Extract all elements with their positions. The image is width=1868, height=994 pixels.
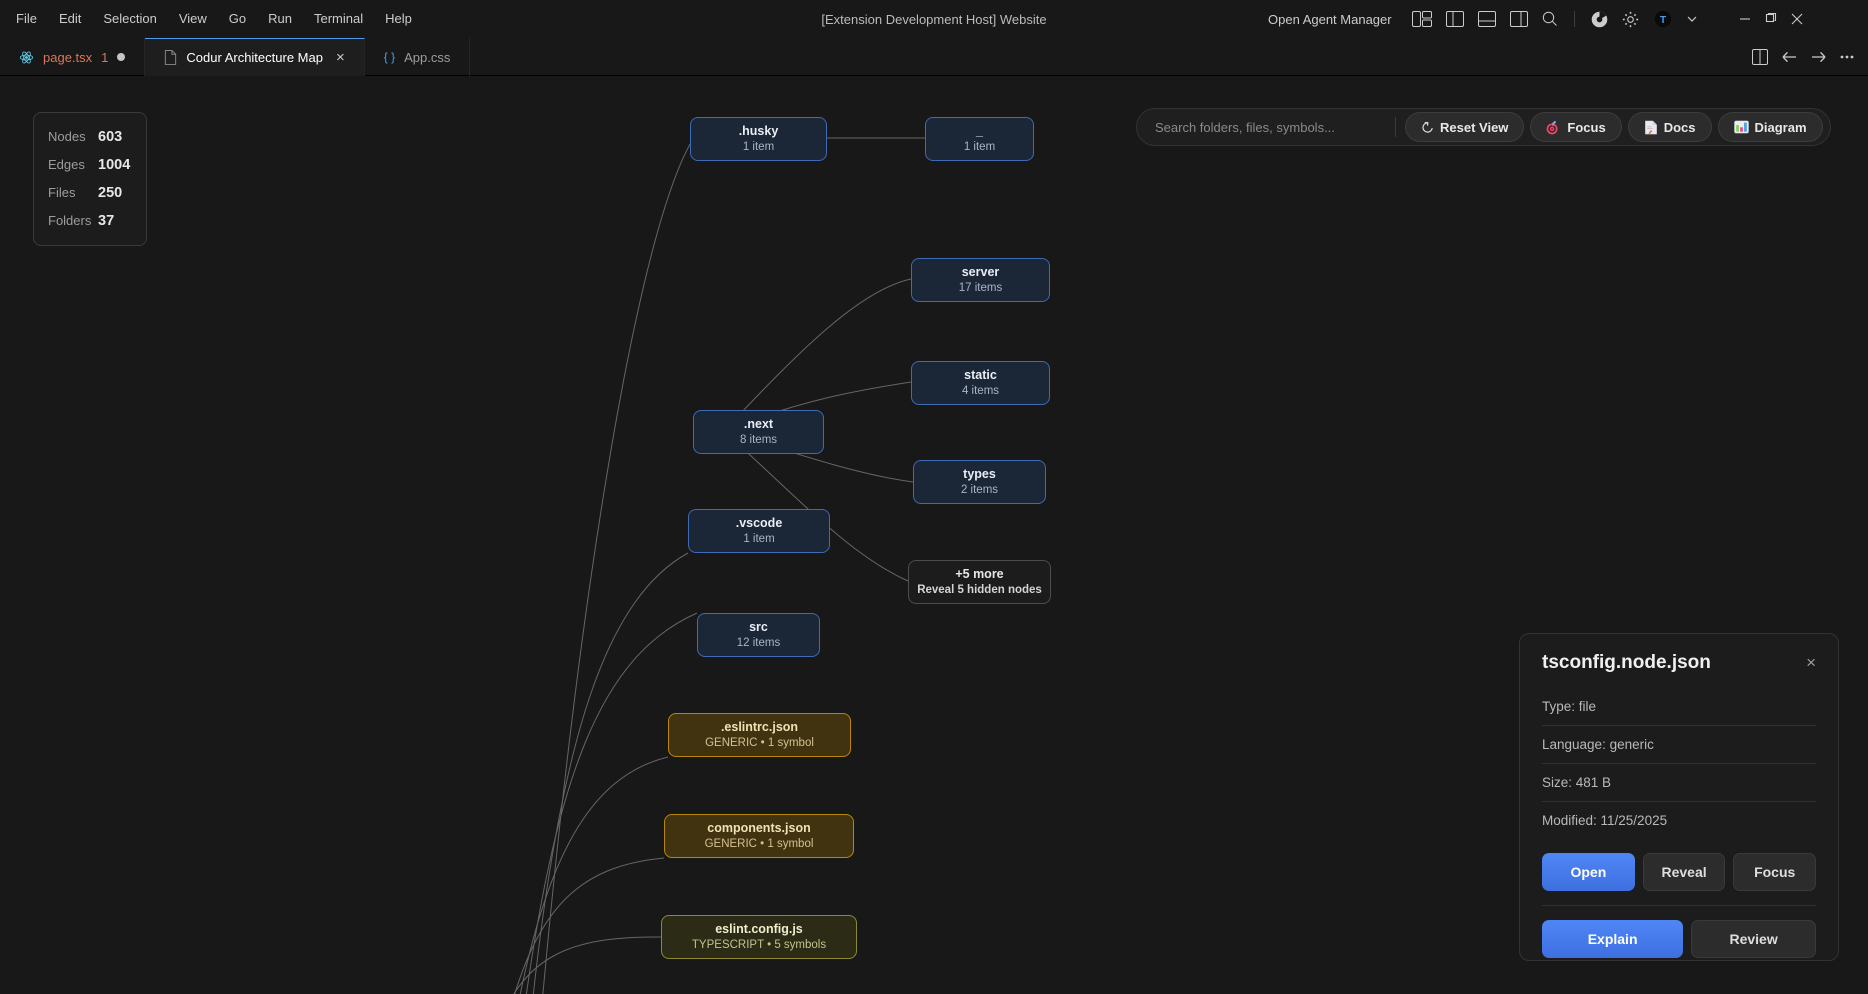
svg-text:T: T [1660,15,1666,26]
